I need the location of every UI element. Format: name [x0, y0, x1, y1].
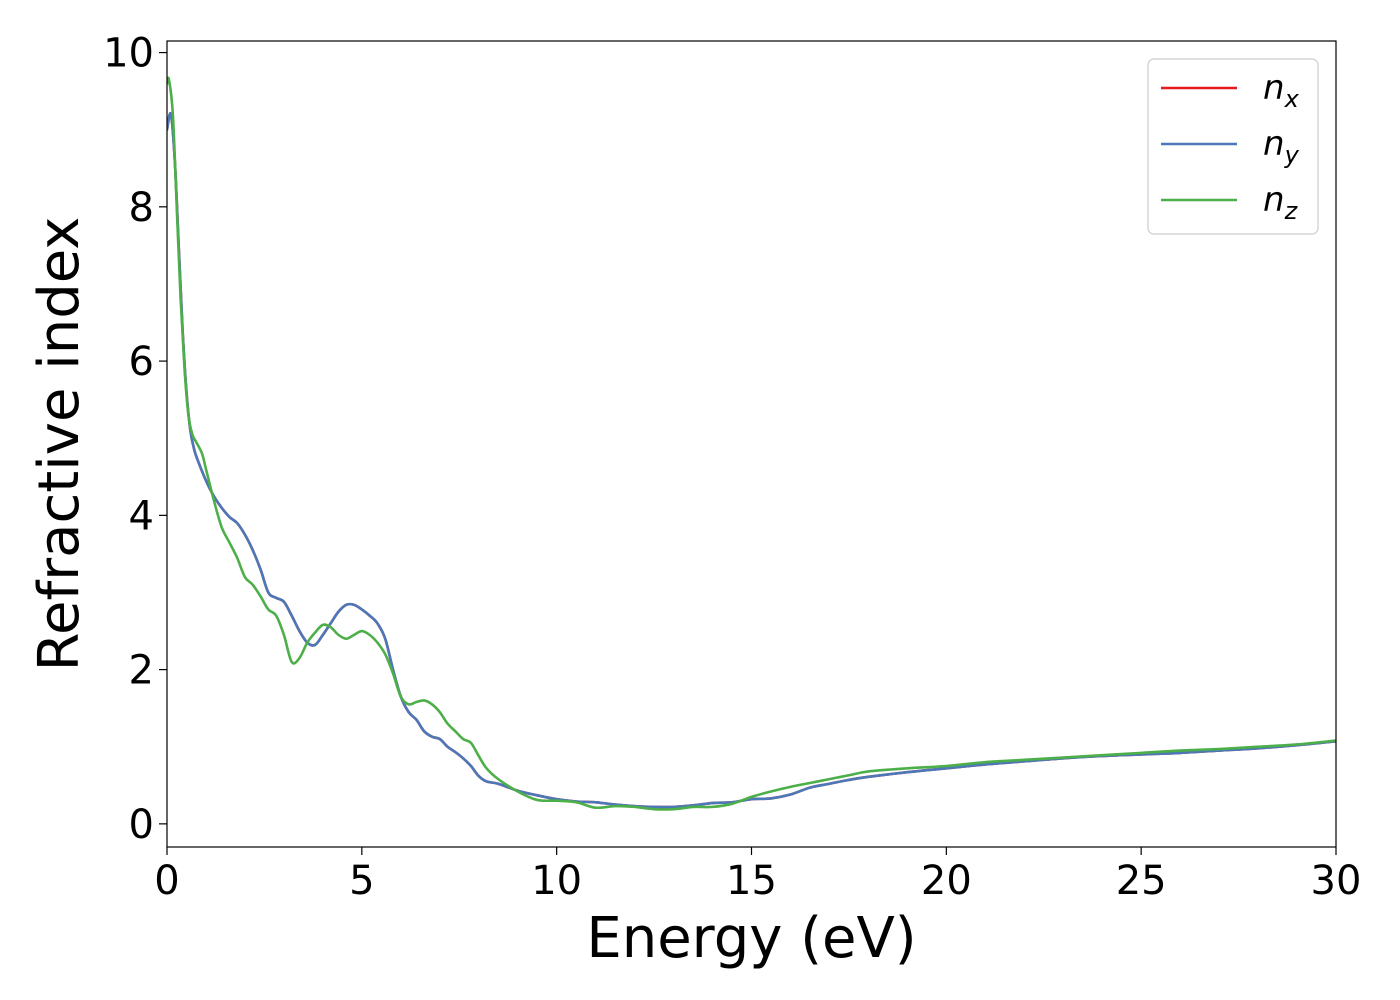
y-tick-label: 8 — [129, 185, 154, 231]
y-tick-label: 6 — [129, 339, 154, 385]
x-tick-label: 15 — [726, 858, 777, 904]
legend-box — [1147, 58, 1319, 235]
x-tick-label: 10 — [531, 858, 582, 904]
y-axis: 0 2 4 6 8 10 — [103, 31, 167, 848]
x-tick-label: 0 — [154, 858, 179, 904]
plot-area — [167, 76, 1336, 811]
series-line-n-y — [167, 112, 1336, 809]
legend-label-base: n — [1263, 180, 1285, 220]
legend-label-base: n — [1263, 68, 1285, 108]
legend-label-subscript: z — [1284, 197, 1299, 225]
x-tick-label: 20 — [921, 858, 972, 904]
x-tick-label: 25 — [1116, 858, 1167, 904]
series-line-n-z — [167, 76, 1336, 811]
y-tick-label: 2 — [129, 648, 154, 694]
legend-label: nz — [1263, 180, 1299, 225]
y-tick-label: 4 — [129, 493, 154, 539]
legend-label-base: n — [1263, 124, 1285, 164]
legend-label-subscript: x — [1284, 85, 1300, 113]
legend-label: nx — [1263, 68, 1300, 113]
y-tick-label: 10 — [103, 31, 154, 77]
plot-frame — [166, 40, 1337, 848]
legend-label: ny — [1263, 124, 1300, 169]
x-tick-label: 5 — [349, 858, 374, 904]
x-tick-label: 30 — [1311, 858, 1362, 904]
x-axis-title: Energy (eV) — [586, 906, 916, 971]
legend-label-subscript: y — [1284, 141, 1300, 169]
x-axis: 0 5 10 15 20 25 30 — [154, 847, 1361, 904]
y-tick-label: 0 — [129, 802, 154, 848]
y-axis-title: Refractive index — [27, 217, 92, 672]
